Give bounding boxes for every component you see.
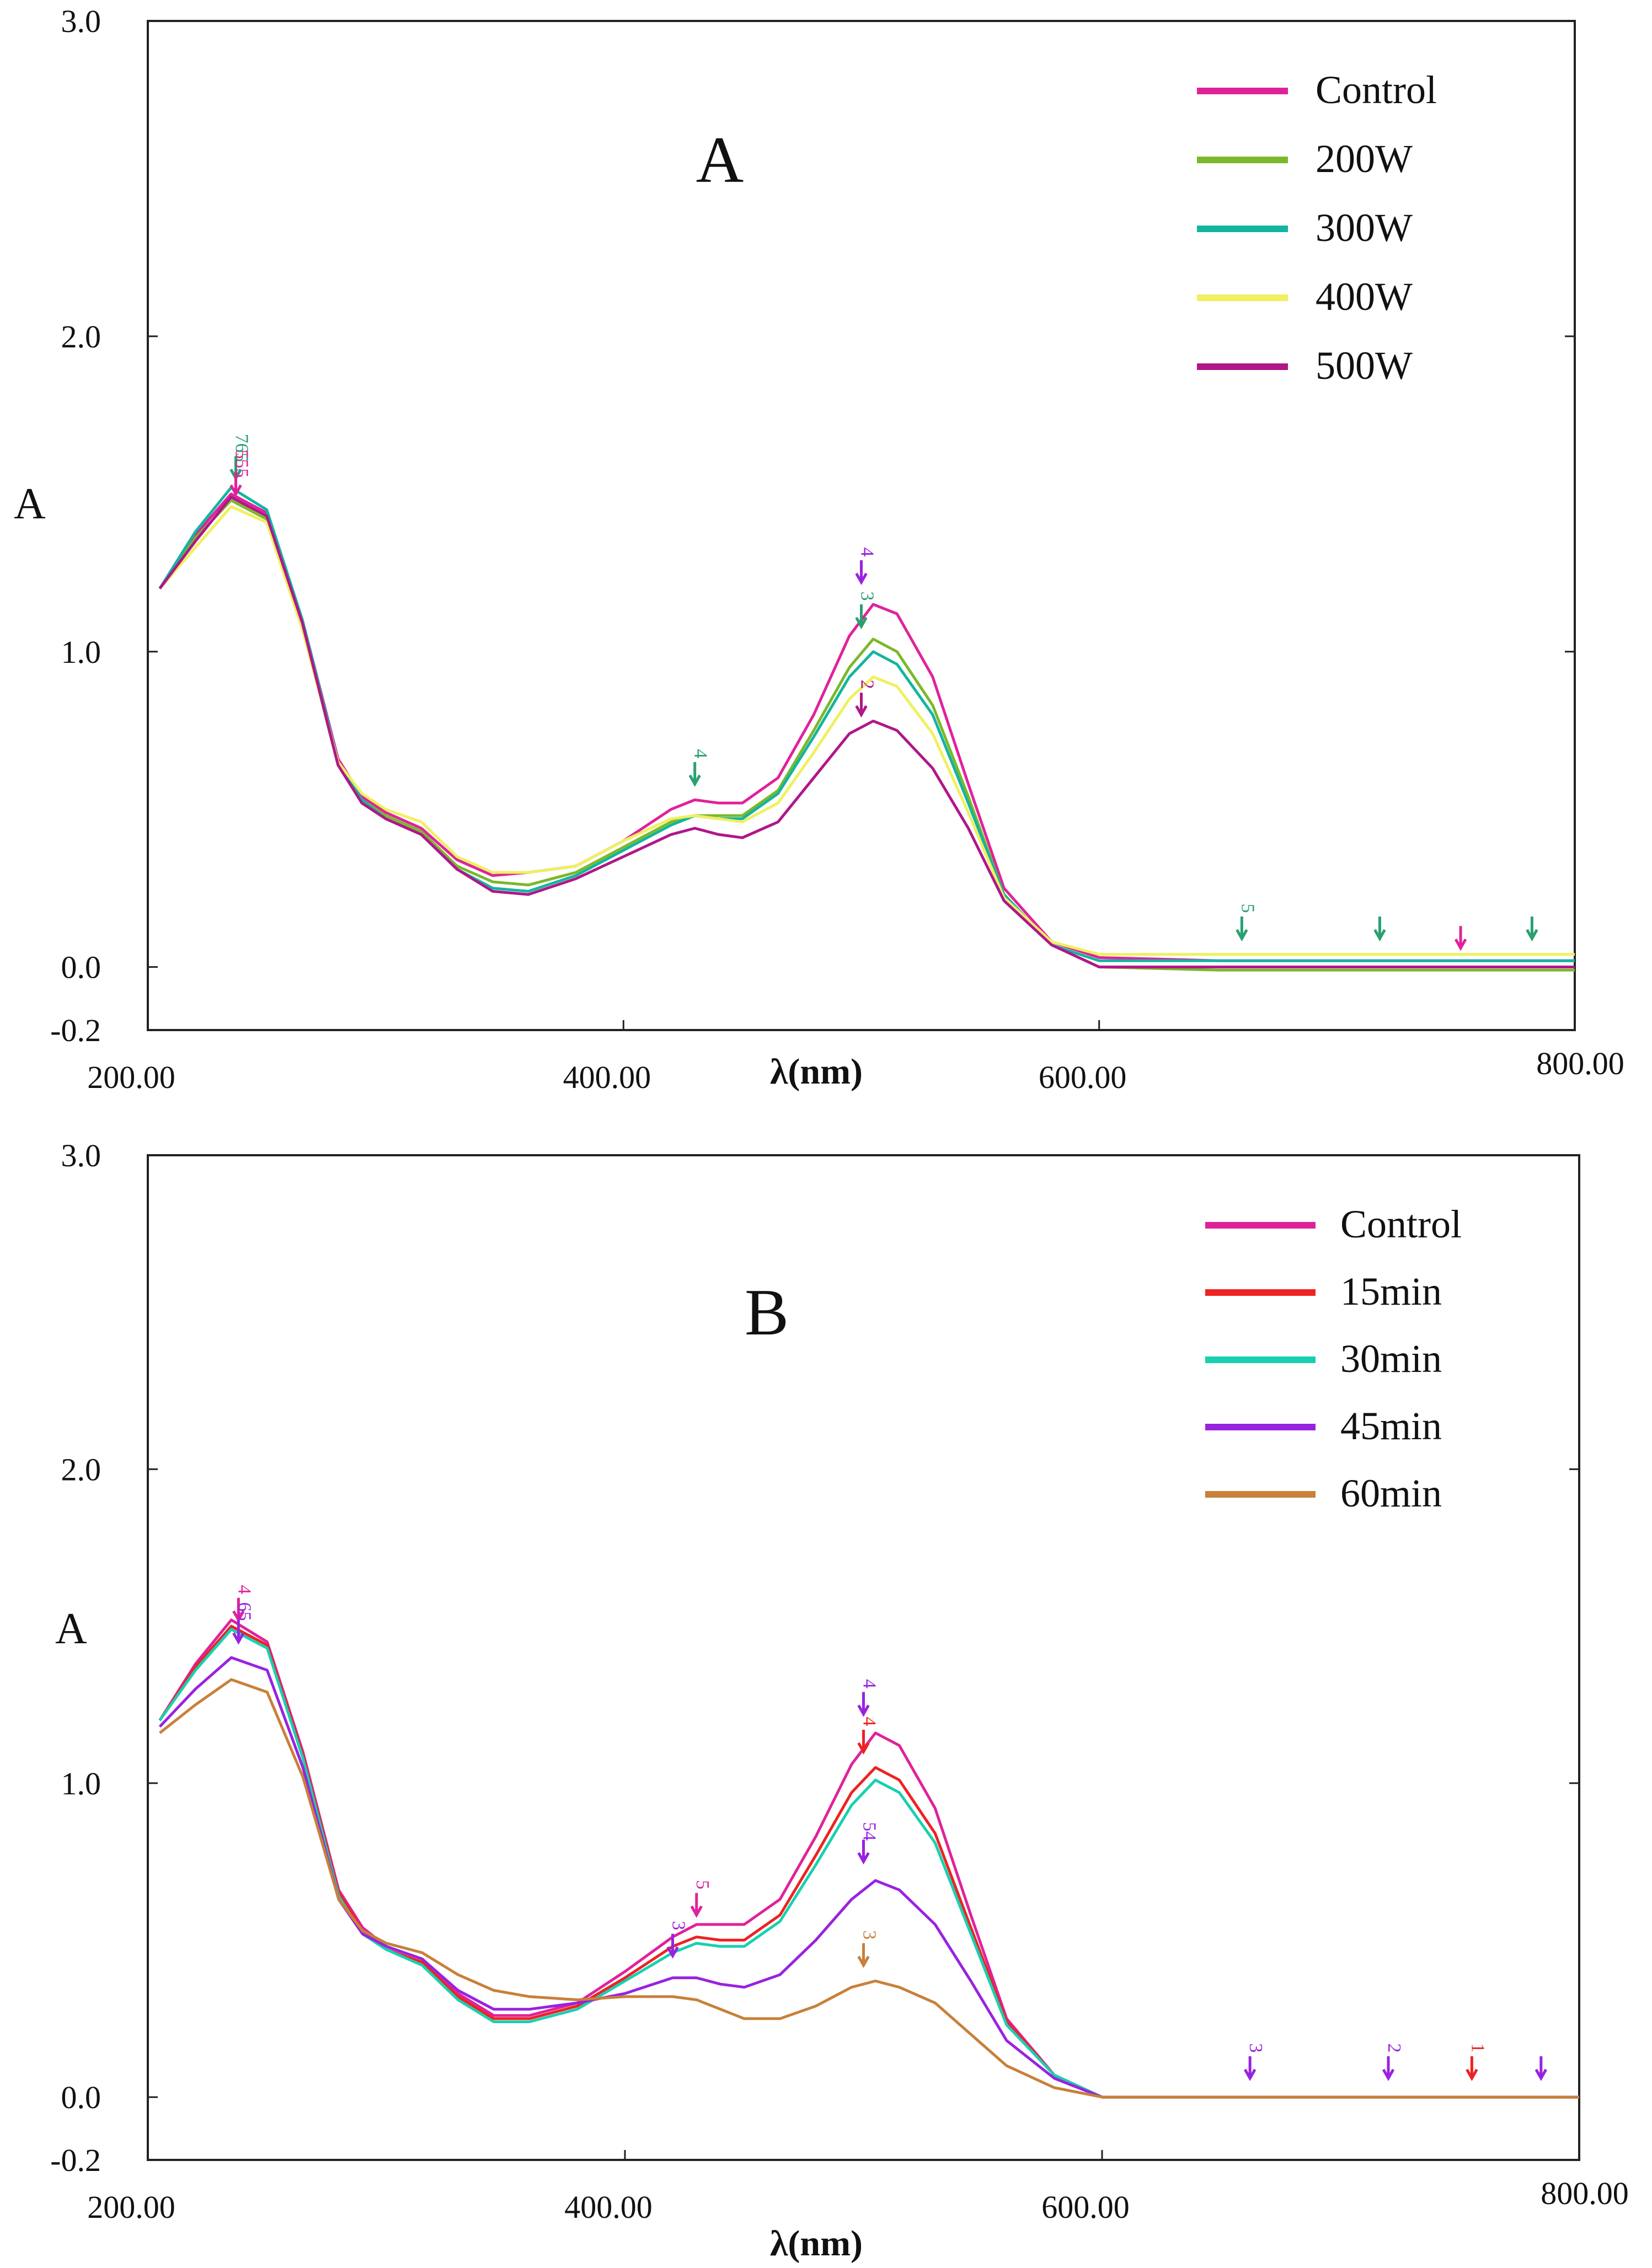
legend-label: 15min bbox=[1340, 1269, 1442, 1313]
peak-annotation: 2 bbox=[857, 680, 878, 689]
panel-a: 3.0 2.0 1.0 0.0 -0.2 200.00 400.00 600.00 800.00… bbox=[14, 3, 1624, 1095]
peak-annotation: 5 bbox=[1237, 904, 1258, 913]
peak-marker bbox=[690, 1892, 703, 1918]
peak-marker bbox=[857, 1943, 870, 1969]
y-tick-label: 3.0 bbox=[61, 1138, 101, 1173]
legend-label: 300W bbox=[1316, 206, 1413, 250]
series-line-400w bbox=[158, 505, 1575, 956]
peak-annotation: 2 bbox=[1384, 2043, 1404, 2052]
panel-label: B bbox=[745, 1275, 789, 1349]
peak-annotation: 555 bbox=[232, 449, 252, 478]
plot-frame bbox=[147, 20, 1576, 1031]
x-axis-label: λ(nm) bbox=[770, 1052, 863, 1092]
peak-annotation: 4 bbox=[691, 749, 711, 758]
y-tick-label: 2.0 bbox=[61, 319, 101, 355]
legend-label: 30min bbox=[1340, 1337, 1442, 1381]
peak-annotation: 3 bbox=[1245, 2043, 1266, 2052]
panel-b: 3.0 2.0 1.0 0.0 -0.2 200.00 400.00 600.00 800.00… bbox=[50, 1138, 1629, 2264]
peak-marker bbox=[1373, 916, 1386, 942]
peak-marker bbox=[1236, 916, 1248, 942]
y-tick-label: 0.0 bbox=[61, 950, 101, 985]
legend-label: 400W bbox=[1316, 275, 1413, 319]
peak-annotation: 3 bbox=[857, 592, 878, 601]
peak-annotation: 3 bbox=[859, 1930, 880, 1939]
peak-marker bbox=[857, 1692, 870, 1717]
x-tick-label: 200.00 bbox=[87, 1059, 175, 1095]
peak-marker bbox=[1526, 916, 1538, 942]
y-axis-label: A bbox=[55, 1605, 87, 1653]
peak-marker bbox=[857, 1729, 870, 1755]
y-tick-label: 3.0 bbox=[61, 3, 101, 39]
y-tick-label: 1.0 bbox=[61, 1766, 101, 1801]
peak-marker bbox=[688, 762, 701, 787]
x-axis-label: λ(nm) bbox=[770, 2223, 863, 2264]
x-tick-label: 400.00 bbox=[563, 1059, 651, 1095]
peak-marker bbox=[1243, 2056, 1257, 2082]
peak-annotation: 4 bbox=[857, 547, 878, 556]
legend-label: 500W bbox=[1316, 344, 1413, 388]
peak-marker bbox=[229, 471, 242, 497]
series-line-500w bbox=[158, 496, 1575, 969]
x-tick-label: 800.00 bbox=[1536, 1045, 1624, 1081]
x-tick-label: 600.00 bbox=[1041, 2189, 1130, 2225]
peak-marker bbox=[1535, 2056, 1547, 2082]
peak-marker bbox=[1466, 2056, 1478, 2082]
y-axis-label: A bbox=[14, 480, 46, 528]
x-tick-label: 400.00 bbox=[564, 2189, 653, 2225]
x-tick-label: 600.00 bbox=[1039, 1059, 1127, 1095]
peak-annotation: 1 bbox=[1467, 2043, 1488, 2052]
peak-marker bbox=[666, 1933, 679, 1959]
panel-label: A bbox=[696, 123, 744, 196]
y-tick-label: -0.2 bbox=[50, 2142, 101, 2178]
y-tick-label: 2.0 bbox=[61, 1451, 101, 1487]
legend-label: 200W bbox=[1316, 137, 1413, 181]
y-tick-label: -0.2 bbox=[50, 1012, 101, 1048]
peak-annotation: 54 bbox=[859, 1822, 880, 1841]
series-line-60min bbox=[159, 1678, 1579, 2099]
legend-label: 60min bbox=[1340, 1471, 1442, 1515]
y-tick-label: 1.0 bbox=[61, 634, 101, 670]
x-tick-label: 800.00 bbox=[1541, 2175, 1629, 2211]
plot-frame bbox=[147, 1154, 1580, 2161]
peak-marker bbox=[857, 1840, 870, 1865]
peak-marker bbox=[1382, 2056, 1395, 2082]
peak-annotation: 65 bbox=[234, 1602, 254, 1621]
peak-annotation: 4 bbox=[859, 1717, 880, 1726]
peak-annotation: 3 bbox=[669, 1921, 689, 1930]
y-tick-label: 0.0 bbox=[61, 2079, 101, 2115]
peak-marker bbox=[855, 693, 868, 718]
peak-annotation: 4 bbox=[234, 1585, 254, 1594]
peak-annotation: 4 bbox=[859, 1679, 880, 1688]
peak-marker bbox=[855, 560, 868, 586]
peak-marker bbox=[855, 604, 868, 630]
peak-annotation: 765 bbox=[232, 434, 252, 462]
legend-label: Control bbox=[1316, 68, 1437, 112]
peak-marker bbox=[1454, 926, 1467, 951]
x-tick-label: 200.00 bbox=[87, 2189, 175, 2225]
legend-label: Control bbox=[1340, 1202, 1462, 1246]
legend-label: 45min bbox=[1340, 1404, 1442, 1448]
peak-marker bbox=[232, 1620, 245, 1645]
peak-annotation: 5 bbox=[692, 1880, 713, 1889]
